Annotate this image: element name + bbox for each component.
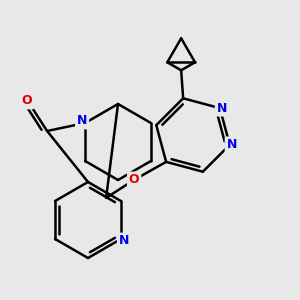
Text: N: N (217, 102, 227, 115)
Text: N: N (226, 138, 237, 151)
Text: O: O (22, 94, 32, 107)
Text: O: O (129, 173, 140, 186)
Text: N: N (77, 115, 87, 128)
Text: N: N (119, 235, 129, 248)
